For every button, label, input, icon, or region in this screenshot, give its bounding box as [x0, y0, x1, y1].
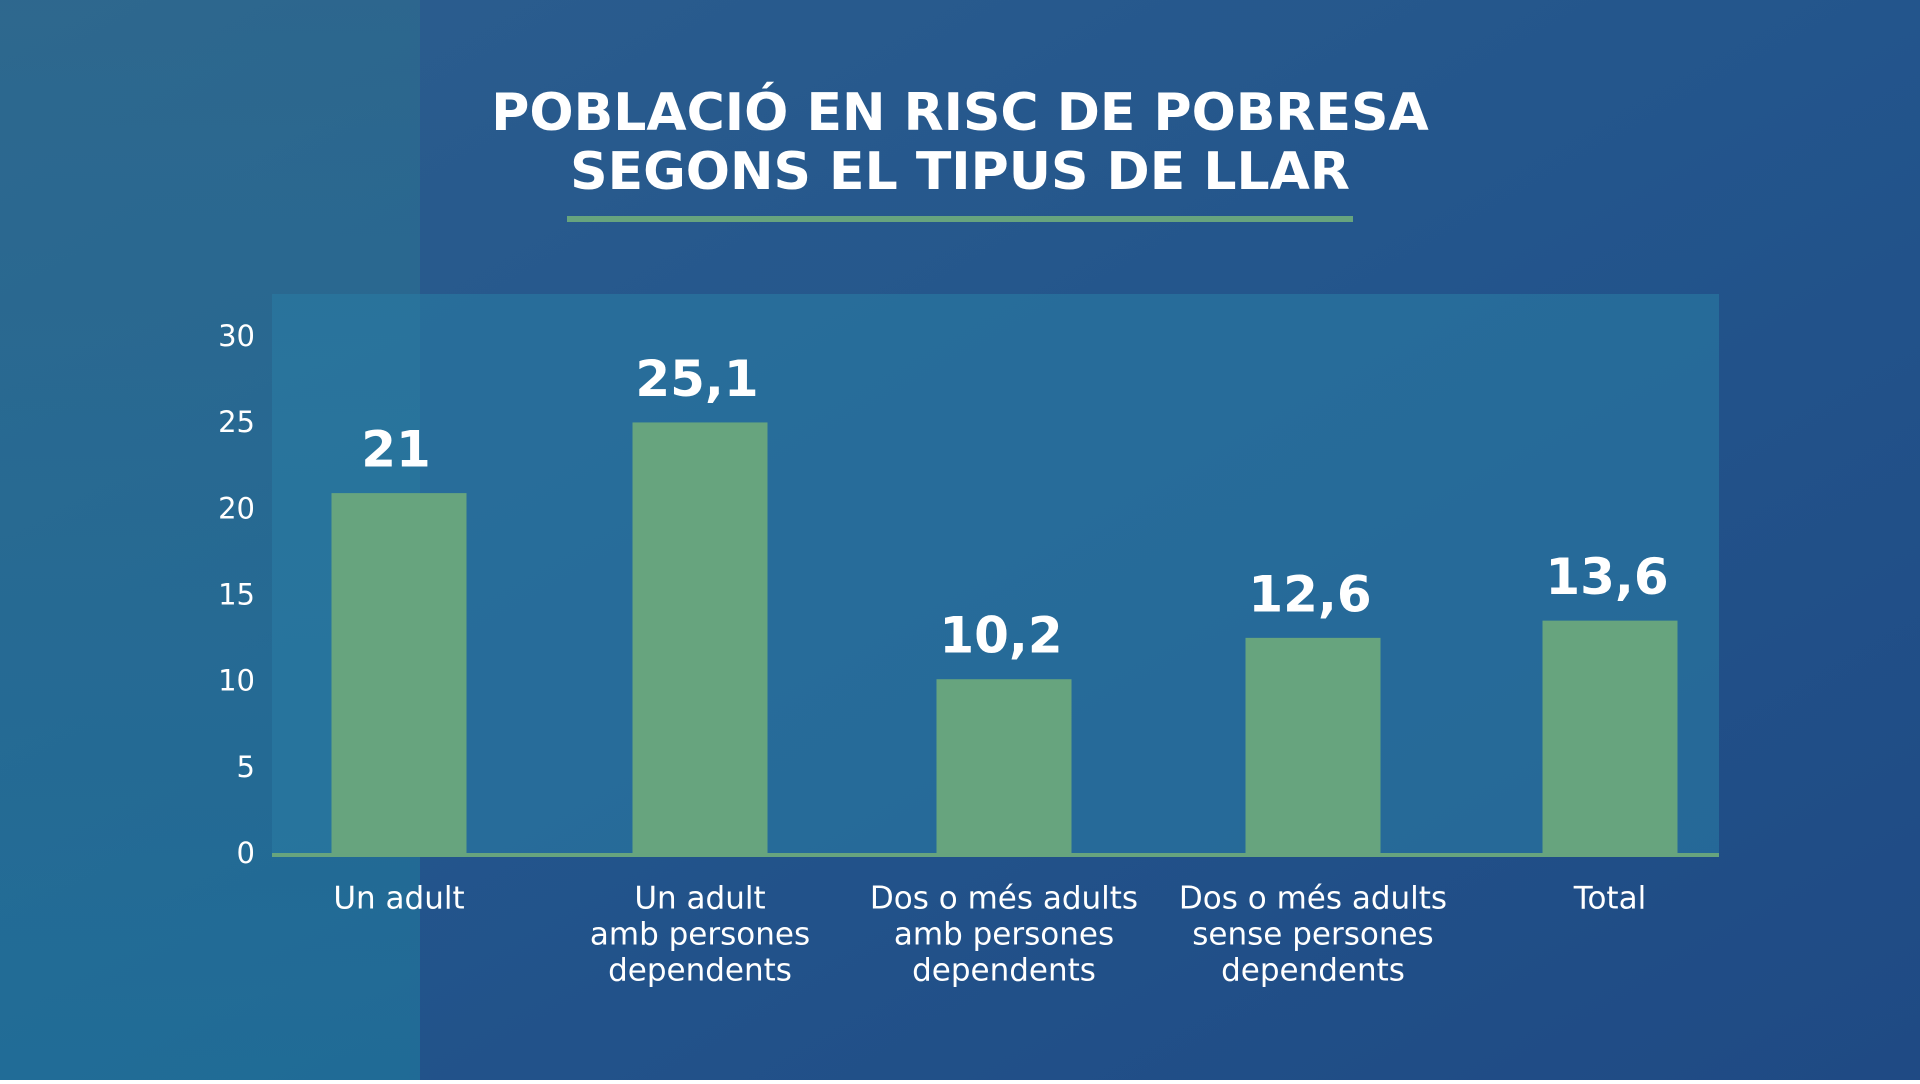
y-tick-label: 5 [237, 750, 255, 784]
y-tick-label: 20 [218, 491, 255, 525]
y-tick-label: 10 [218, 664, 255, 698]
y-tick-label: 25 [218, 405, 255, 439]
x-tick-label: Dos o més adults [1179, 881, 1447, 917]
chart-title: POBLACIÓ EN RISC DE POBRESA [491, 81, 1428, 143]
x-tick-label: Un adult [333, 881, 464, 917]
title-underline [567, 216, 1353, 222]
bar [331, 493, 467, 855]
x-tick-label: dependents [912, 953, 1096, 989]
bar [1245, 637, 1381, 855]
x-tick-label: dependents [608, 953, 792, 989]
value-label: 25,1 [635, 350, 758, 408]
x-tick-label: dependents [1221, 953, 1405, 989]
x-tick-label: amb persones [590, 917, 810, 953]
x-tick-label: Total [1573, 881, 1646, 917]
bar [632, 422, 768, 855]
x-tick-label: sense persones [1192, 917, 1433, 953]
chart-title: SEGONS EL TIPUS DE LLAR [570, 142, 1350, 202]
value-label: 13,6 [1545, 548, 1668, 606]
y-tick-label: 15 [218, 578, 255, 612]
x-tick-label: amb persones [894, 917, 1114, 953]
y-tick-label: 0 [237, 836, 255, 870]
x-tick-label: Un adult [634, 881, 765, 917]
bar [936, 679, 1072, 855]
value-label: 10,2 [939, 607, 1062, 665]
x-tick-label: Dos o més adults [870, 881, 1138, 917]
value-label: 21 [361, 421, 431, 479]
value-label: 12,6 [1248, 565, 1371, 623]
y-tick-label: 30 [218, 319, 255, 353]
bar [1542, 620, 1678, 855]
